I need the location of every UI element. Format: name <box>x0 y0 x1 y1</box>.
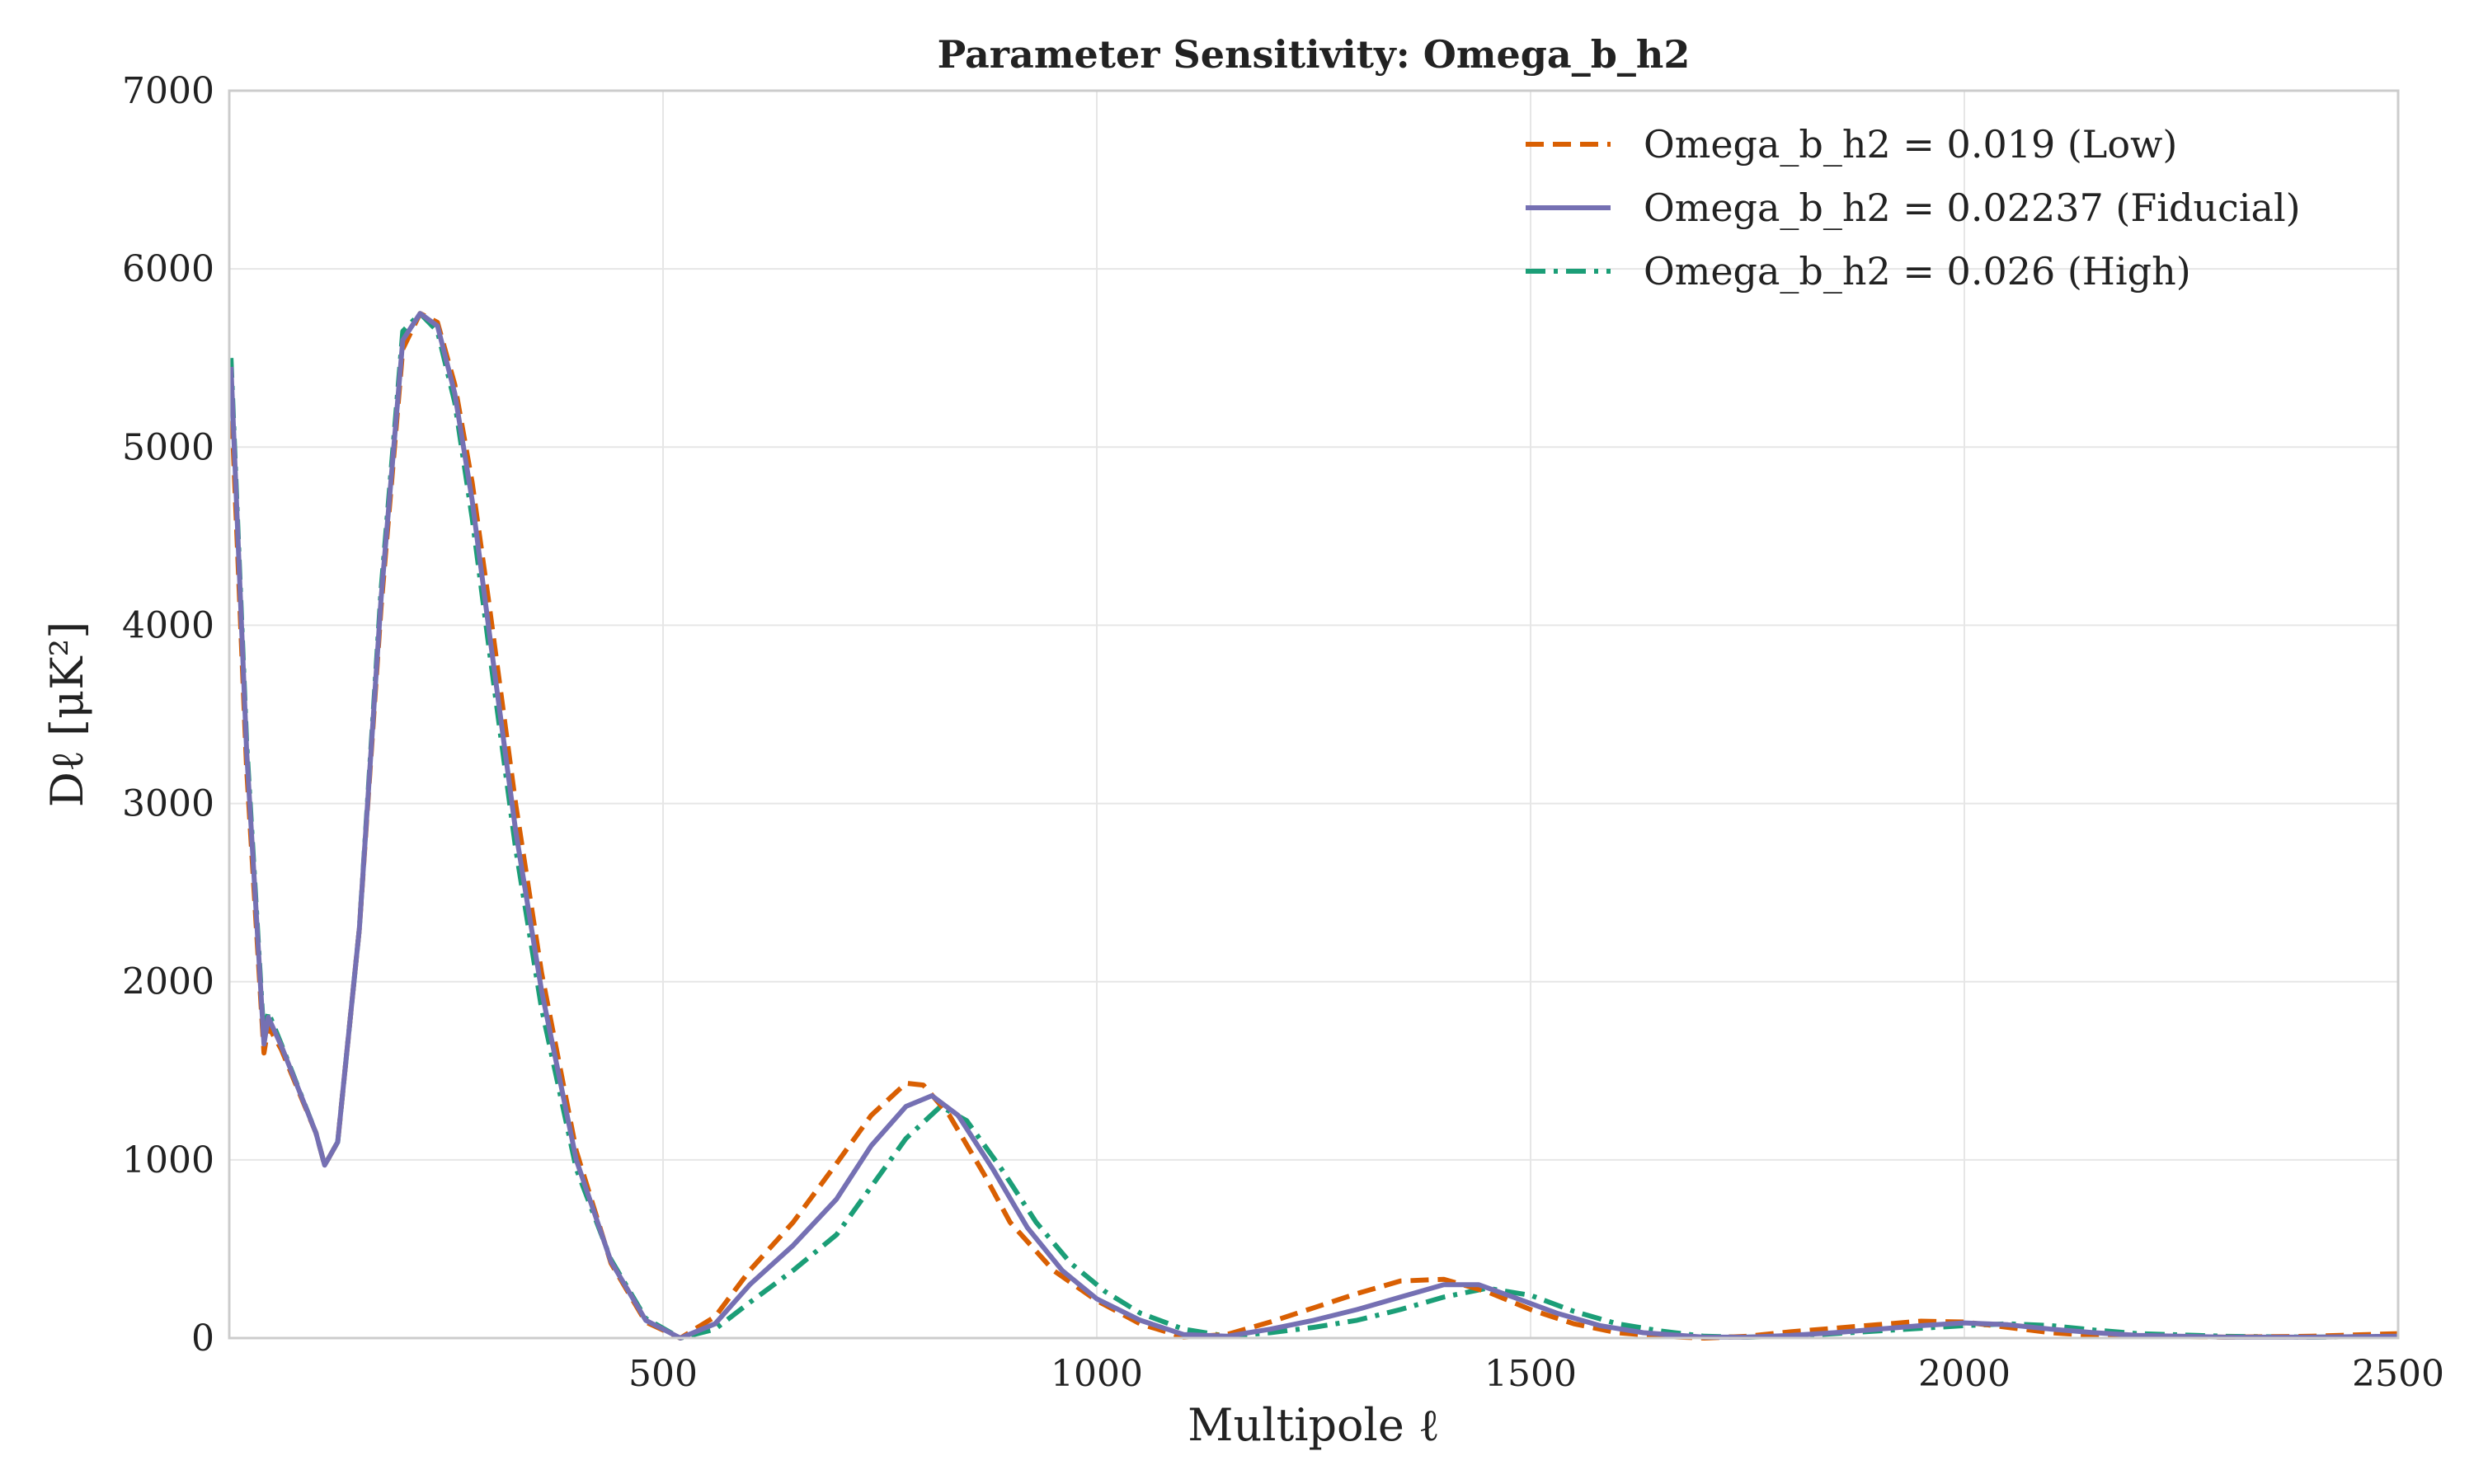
plot-frame <box>228 89 2400 1340</box>
x-tick-label: 2500 <box>2352 1353 2444 1395</box>
y-tick-label: 1000 <box>122 1139 214 1181</box>
y-tick-label: 3000 <box>122 783 214 825</box>
y-axis-label: Dℓ [μK²] <box>41 622 93 808</box>
y-axis-ticks: 0 1000 2000 3000 4000 5000 6000 7000 <box>122 70 214 1360</box>
grid <box>229 90 2399 1339</box>
x-tick-label: 1000 <box>1051 1353 1143 1395</box>
series-line-2 <box>228 311 2399 1341</box>
x-tick-label: 500 <box>628 1353 698 1395</box>
y-tick-label: 7000 <box>122 70 214 112</box>
y-tick-label: 0 <box>191 1317 214 1360</box>
legend: Omega_b_h2 = 0.019 (Low) Omega_b_h2 = 0.0… <box>1526 122 2301 294</box>
x-tick-label: 2000 <box>1918 1353 2011 1395</box>
legend-label-1: Omega_b_h2 = 0.019 (Low) <box>1644 122 2177 167</box>
chart-title: Parameter Sensitivity: Omega_b_h2 <box>938 32 1691 77</box>
y-tick-label: 2000 <box>122 961 214 1003</box>
x-tick-label: 1500 <box>1484 1353 1577 1395</box>
legend-label-3: Omega_b_h2 = 0.026 (High) <box>1644 249 2191 294</box>
series-lines <box>228 311 2399 1341</box>
x-axis-ticks: 500 1000 1500 2000 2500 <box>628 1353 2444 1395</box>
y-tick-label: 5000 <box>122 426 214 468</box>
x-axis-label: Multipole ℓ <box>1188 1399 1440 1451</box>
legend-label-2: Omega_b_h2 = 0.02237 (Fiducial) <box>1644 186 2301 230</box>
y-tick-label: 6000 <box>122 248 214 290</box>
y-tick-label: 4000 <box>122 604 214 646</box>
